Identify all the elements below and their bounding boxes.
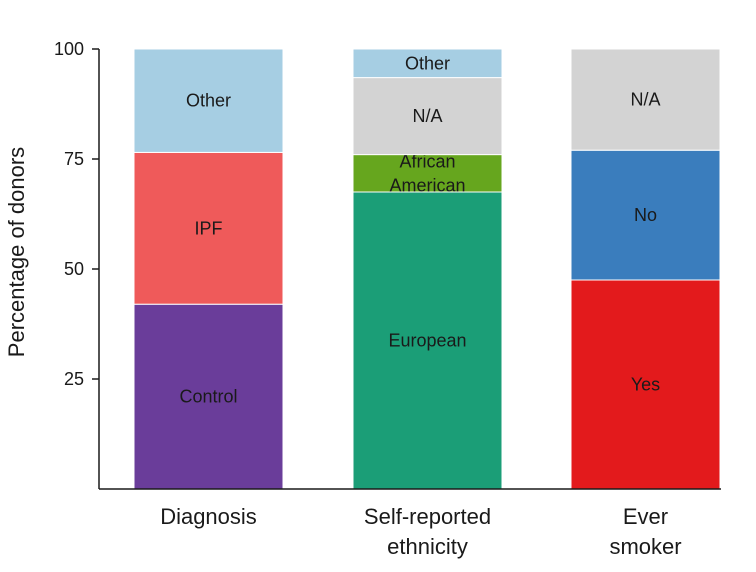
- segment-label: Control: [179, 387, 237, 407]
- segment-label: N/A: [630, 90, 660, 110]
- segment-label: No: [634, 205, 657, 225]
- segment-label: American: [389, 175, 465, 195]
- segment-label: European: [388, 331, 466, 351]
- category-label: Self-reported: [364, 504, 491, 529]
- category-label: Diagnosis: [160, 504, 257, 529]
- bar-segment: [570, 279, 721, 490]
- plot-area: Control IPF Other Diagnosis European African A…: [54, 39, 721, 559]
- segment-label: N/A: [412, 106, 442, 126]
- y-tick-label: 25: [64, 369, 84, 389]
- bar-segment: [133, 303, 284, 490]
- category-label: ethnicity: [387, 534, 468, 559]
- y-tick-label: 100: [54, 39, 84, 59]
- segment-label: African: [399, 151, 455, 171]
- bar-segment: [133, 151, 284, 305]
- category-label: smoker: [609, 534, 681, 559]
- bar-segment: [352, 77, 503, 156]
- bar-segment: [352, 48, 503, 79]
- y-axis-title: Percentage of donors: [4, 147, 29, 357]
- bar-segment: [352, 191, 503, 490]
- segment-label: Other: [186, 91, 231, 111]
- bar-segment: [570, 149, 721, 281]
- y-tick-label: 75: [64, 149, 84, 169]
- bar-segment: [133, 48, 284, 153]
- category-label: Ever: [623, 504, 668, 529]
- segment-label: Yes: [631, 375, 660, 395]
- segment-label: Other: [405, 53, 450, 73]
- y-tick-label: 50: [64, 259, 84, 279]
- segment-label: IPF: [194, 218, 222, 238]
- bar-segment: [570, 48, 721, 151]
- bar-segment: [352, 154, 503, 193]
